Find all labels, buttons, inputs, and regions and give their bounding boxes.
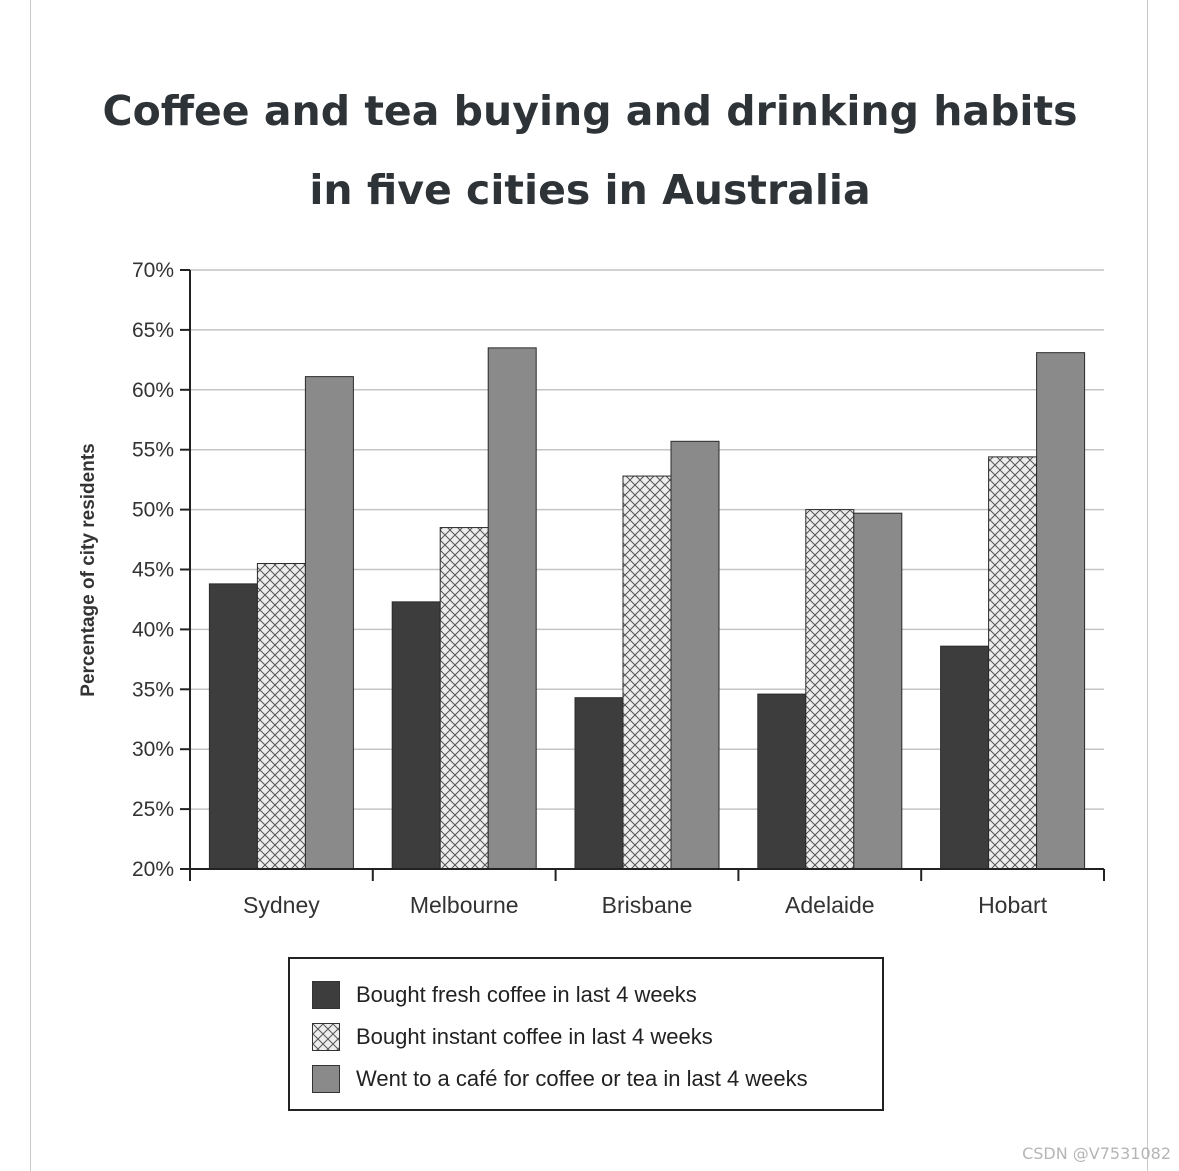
bar-cafe-melbourne	[487, 347, 537, 870]
chart-title: Coffee and tea buying and drinking habit…	[40, 72, 1140, 230]
bar-cafe-hobart	[1036, 352, 1086, 870]
y-tick-label: 60%	[132, 379, 174, 402]
axes: 20% 25% 30% 35% 40% 45% 50% 55% 60% 65% 70% Sydney M…	[132, 259, 1105, 918]
bar-fresh-coffee-melbourne	[391, 601, 441, 870]
y-tick-label: 65%	[132, 319, 174, 342]
y-tick-label: 35%	[132, 678, 174, 701]
y-tick-label: 40%	[132, 618, 174, 641]
y-tick-label: 25%	[132, 798, 174, 821]
y-tick-label: 20%	[132, 858, 174, 881]
frame-border-right	[1147, 0, 1148, 1171]
legend: Bought fresh coffee in last 4 weeks Boug…	[288, 957, 884, 1111]
y-tick-label: 30%	[132, 738, 174, 761]
bar-instant-coffee-hobart	[988, 456, 1038, 870]
y-axis-label: Percentage of city residents	[78, 443, 99, 696]
bar-cafe-adelaide	[853, 512, 903, 870]
legend-item-cafe: Went to a café for coffee or tea in last…	[312, 1063, 808, 1095]
legend-label-cafe: Went to a café for coffee or tea in last…	[356, 1066, 808, 1091]
y-tick-label: 55%	[132, 439, 174, 462]
bar-fresh-coffee-adelaide	[757, 693, 807, 870]
bars	[208, 347, 1086, 870]
y-tick-label: 45%	[132, 559, 174, 582]
bar-instant-coffee-melbourne	[439, 527, 489, 870]
x-tick-label: Sydney	[243, 892, 320, 918]
legend-label-instant-coffee: Bought instant coffee in last 4 weeks	[356, 1024, 713, 1049]
frame-border-left	[30, 0, 31, 1171]
legend-item-instant-coffee: Bought instant coffee in last 4 weeks	[312, 1021, 713, 1053]
bar-fresh-coffee-brisbane	[574, 697, 624, 870]
x-tick-label: Brisbane	[602, 892, 693, 918]
bar-instant-coffee-brisbane	[622, 475, 672, 870]
legend-swatch-cafe	[312, 1065, 340, 1093]
x-tick-label: Hobart	[978, 892, 1048, 918]
bar-cafe-sydney	[304, 376, 354, 870]
y-tick-label: 50%	[132, 499, 174, 522]
x-tick-label: Melbourne	[410, 892, 519, 918]
legend-swatch-fresh-coffee	[312, 981, 340, 1009]
bar-cafe-brisbane	[670, 440, 720, 870]
legend-item-fresh-coffee: Bought fresh coffee in last 4 weeks	[312, 979, 697, 1011]
watermark: CSDN @V7531082	[1022, 1144, 1171, 1163]
chart-title-line-1: Coffee and tea buying and drinking habit…	[102, 87, 1078, 135]
chart-title-line-2: in five cities in Australia	[309, 166, 871, 214]
x-tick-label: Adelaide	[785, 892, 875, 918]
legend-swatch-instant-coffee	[312, 1023, 340, 1051]
bar-instant-coffee-adelaide	[805, 509, 855, 870]
bar-instant-coffee-sydney	[256, 563, 306, 870]
legend-label-fresh-coffee: Bought fresh coffee in last 4 weeks	[356, 982, 697, 1007]
y-tick-label: 70%	[132, 259, 174, 282]
bar-fresh-coffee-hobart	[940, 645, 990, 870]
bar-fresh-coffee-sydney	[208, 583, 258, 870]
